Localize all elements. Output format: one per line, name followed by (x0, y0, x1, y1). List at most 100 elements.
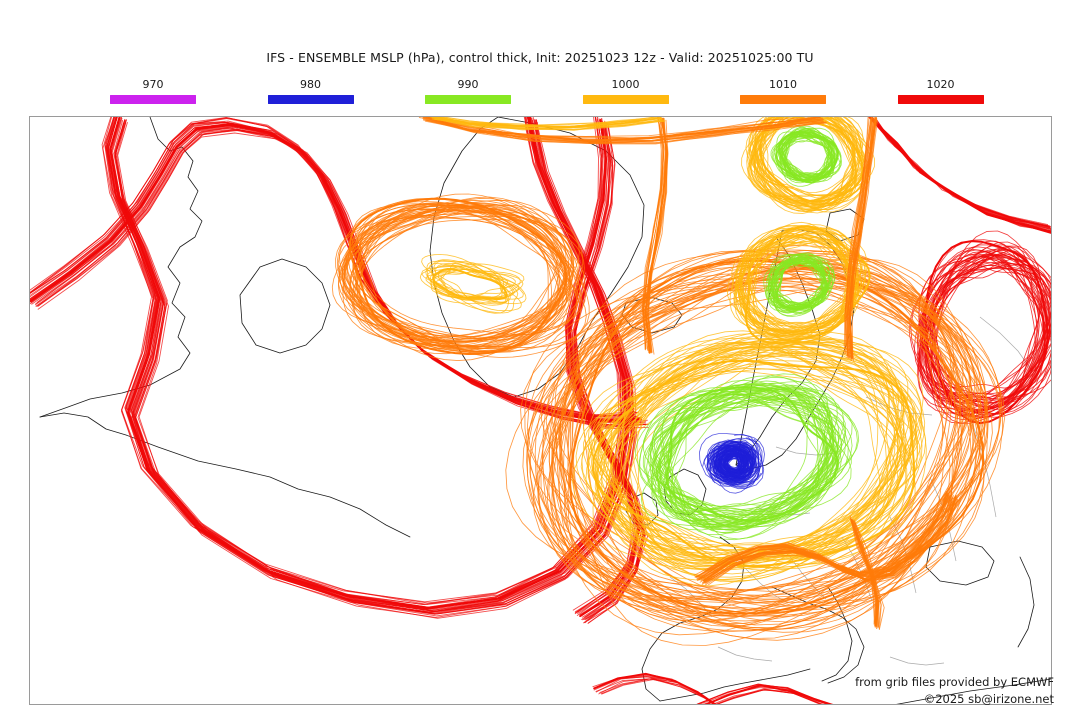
contour-ensemble-member (851, 118, 878, 360)
contour-ensemble-member (35, 130, 647, 427)
contour-group-primary-low-1000-envelope (572, 329, 927, 587)
contour-group-arctic-top-1000 (429, 117, 666, 131)
contour-ensemble-member (355, 204, 580, 348)
coastline-path (659, 668, 811, 702)
contour-ensemble-member (432, 269, 520, 299)
contour-ensemble-member (651, 387, 832, 528)
contour-group-arctic-low-barents (763, 252, 836, 317)
contour-group-arctic-corridor-east-1010 (843, 117, 878, 362)
country-border-path (979, 316, 1033, 372)
contour-ensemble-member (352, 219, 574, 343)
contour-ensemble-member (655, 384, 834, 526)
contour-ensemble-member (875, 122, 1051, 234)
contour-ensemble-member (870, 119, 1051, 232)
contour-ensemble-member (341, 214, 561, 351)
contour-ensemble-member (611, 332, 892, 564)
contour-ensemble-member (749, 117, 854, 214)
contour-ensemble-member (424, 117, 820, 140)
contour-ensemble-member (597, 343, 881, 552)
contour-ensemble-member (346, 205, 570, 353)
contour-ensemble-member (421, 254, 519, 314)
legend-swatch-980 (267, 95, 354, 104)
contour-ensemble-member (924, 264, 1051, 411)
contour-ensemble-member (872, 118, 1051, 232)
contour-ensemble-member (851, 519, 877, 627)
contour-ensemble-member (349, 204, 571, 343)
contour-ensemble-member (876, 119, 1051, 232)
contour-group-balkan-1010 (849, 515, 885, 630)
coastline-path (39, 412, 411, 538)
contour-ensemble-member (868, 117, 1051, 230)
contour-ensemble-member (780, 137, 834, 174)
contour-group-primary-low-990-envelope (635, 373, 860, 541)
contour-ensemble-member (854, 522, 882, 630)
contour-group-arctic-low-north-svalbard (770, 125, 842, 187)
country-border-path (889, 656, 945, 666)
contour-ensemble-member (587, 341, 923, 562)
contour-ensemble-member (750, 117, 864, 206)
contour-ensemble-member (872, 118, 1051, 231)
contour-ensemble-member (699, 497, 953, 583)
coastline-path (896, 678, 1051, 704)
contour-ensemble-member (643, 117, 667, 353)
legend-swatch-1010 (740, 95, 826, 104)
contour-ensemble-member (653, 398, 842, 508)
legend-label-970: 970 (142, 78, 164, 91)
contour-ensemble-member (716, 688, 822, 704)
contour-group-mediterranean-1010 (693, 490, 961, 586)
contour-ensemble-member (869, 117, 1050, 227)
contour-control-member (873, 121, 1051, 234)
map-canvas (30, 117, 1051, 704)
coastline-path (925, 540, 995, 586)
contour-ensemble-member (565, 117, 634, 613)
contour-ensemble-member (30, 122, 641, 422)
contour-ensemble-member (719, 445, 749, 477)
contour-ensemble-member (748, 117, 863, 211)
contour-ensemble-member (551, 253, 961, 607)
contour-ensemble-member (603, 370, 907, 561)
contour-ensemble-member (561, 254, 963, 613)
contour-ensemble-member (422, 117, 824, 145)
contour-ensemble-member (745, 117, 867, 202)
contour-ensemble-member (870, 117, 1051, 229)
contour-ensemble-member (868, 117, 1051, 229)
contour-ensemble-member (651, 394, 852, 516)
contour-ensemble-member (741, 117, 865, 206)
legend-item-1020: 1020 (897, 78, 984, 104)
contour-ensemble-member (869, 117, 1051, 229)
contour-ensemble-member (853, 520, 879, 628)
contour-ensemble-member (105, 117, 620, 605)
contour-ensemble-member (642, 117, 662, 348)
contour-ensemble-member (652, 393, 834, 508)
contour-ensemble-member (697, 683, 833, 704)
contour-ensemble-member (114, 120, 634, 615)
legend-item-1000: 1000 (582, 78, 669, 104)
contour-group-canada-ridge-1020 (30, 117, 649, 430)
legend-label-980: 980 (300, 78, 321, 91)
contour-ensemble-member (712, 689, 823, 704)
contour-ensemble-member (735, 233, 862, 345)
contour-ensemble-member (594, 354, 899, 550)
contour-ensemble-member (605, 346, 879, 581)
contour-ensemble-member (772, 260, 825, 307)
country-border-path (717, 646, 773, 662)
contour-level-legend: 970 980 990 1000 1010 1020 (0, 78, 1080, 110)
contour-ensemble-member (30, 123, 639, 420)
contour-ensemble-member (426, 119, 827, 145)
contour-group-north-sea-arm-1020 (868, 117, 1051, 234)
contour-ensemble-member (747, 227, 864, 330)
contour-ensemble-member (868, 117, 1049, 227)
contour-ensemble-member (845, 117, 873, 357)
contour-ensemble-member (30, 123, 639, 420)
contour-ensemble-member (871, 117, 1051, 227)
contour-ensemble-member (869, 117, 1050, 227)
contour-ensemble-member (757, 117, 864, 213)
legend-swatch-990 (425, 95, 511, 104)
contour-ensemble-member (600, 351, 918, 571)
contour-ensemble-member (30, 123, 641, 421)
legend-label-1010: 1010 (769, 78, 797, 91)
contour-ensemble-member (361, 202, 560, 343)
contour-ensemble-member (640, 376, 829, 528)
contour-ensemble-member (619, 342, 912, 582)
